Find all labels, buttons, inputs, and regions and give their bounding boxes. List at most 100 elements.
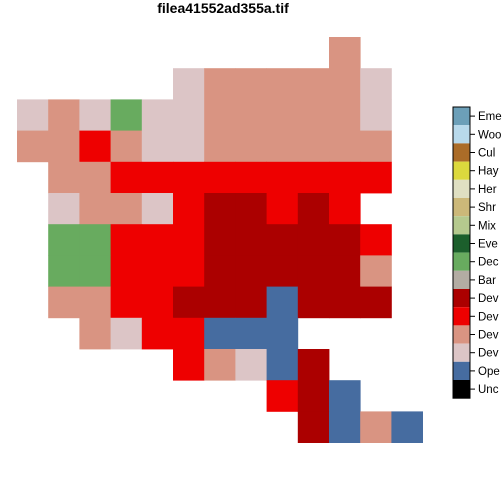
raster-cell	[204, 317, 236, 350]
raster-cell	[235, 68, 267, 100]
raster-cell	[297, 68, 330, 100]
raster-cell	[141, 224, 174, 256]
raster-cell	[204, 161, 236, 194]
raster-cell	[297, 349, 330, 381]
legend-label: Cul	[478, 148, 495, 160]
raster-cell	[235, 99, 267, 131]
legend-swatch	[453, 325, 470, 344]
raster-cell	[204, 286, 236, 319]
raster-cell	[17, 130, 49, 163]
raster-cell	[360, 130, 392, 163]
legend-label: Ope	[478, 366, 500, 378]
raster-cell	[79, 224, 111, 256]
raster-cell	[360, 411, 392, 443]
raster-cell	[110, 99, 143, 131]
legend-label: Eve	[478, 239, 498, 251]
raster-cell	[266, 130, 299, 163]
raster-cell	[360, 255, 392, 287]
raster-cell	[173, 286, 205, 319]
raster-cell	[297, 411, 330, 443]
raster-cell	[329, 380, 361, 412]
legend-label: Dec	[478, 257, 499, 269]
raster-cell	[266, 193, 299, 225]
raster-cell	[297, 255, 330, 287]
raster-cell	[297, 130, 330, 163]
legend-swatch	[453, 107, 470, 126]
raster-cell	[391, 411, 423, 443]
legend: Eme Woo Cul Hay Her Shr Mix Eve Dec Bar Dev Dev Dev D…	[452, 106, 502, 399]
legend-swatch	[453, 307, 470, 326]
raster-cell	[79, 99, 111, 131]
raster-cell	[204, 193, 236, 225]
raster-cell	[297, 99, 330, 131]
raster-cell	[48, 130, 80, 163]
raster-cell	[79, 130, 111, 163]
legend-swatch	[453, 289, 470, 308]
legend-label: Dev	[478, 330, 499, 342]
raster-cell	[329, 286, 361, 319]
raster-cell	[48, 255, 80, 287]
raster-cell	[173, 317, 205, 350]
legend-swatch	[453, 198, 470, 217]
legend-label: Hay	[478, 166, 499, 178]
raster-cell	[141, 255, 174, 287]
legend-label: Shr	[478, 202, 496, 214]
raster-cell	[110, 161, 143, 194]
raster-cell	[79, 317, 111, 350]
raster-cell	[110, 130, 143, 163]
raster-cell	[235, 224, 267, 256]
raster-cell	[297, 380, 330, 412]
legend-swatch	[453, 252, 470, 271]
raster-cell	[235, 161, 267, 194]
legend-swatch	[453, 361, 470, 380]
raster-cell	[266, 99, 299, 131]
raster-cell	[329, 255, 361, 287]
legend-swatch	[453, 161, 470, 180]
raster-cell	[79, 255, 111, 287]
raster-cell	[235, 286, 267, 319]
raster-cell	[235, 317, 267, 350]
raster-cell	[329, 37, 361, 69]
raster-cell	[48, 286, 80, 319]
legend-label: Her	[478, 184, 497, 196]
raster-cell	[266, 68, 299, 100]
raster-cell	[204, 68, 236, 100]
raster-cell	[329, 130, 361, 163]
raster-cell	[360, 68, 392, 100]
raster-cell	[173, 161, 205, 194]
raster-grid	[17, 37, 423, 443]
raster-cell	[173, 68, 205, 100]
raster-cell	[204, 349, 236, 381]
raster-cell	[235, 193, 267, 225]
raster-cell	[141, 130, 174, 163]
raster-cell	[173, 255, 205, 287]
raster-cell	[173, 193, 205, 225]
raster-cell	[266, 380, 299, 412]
raster-cell	[297, 286, 330, 319]
raster-cell	[48, 224, 80, 256]
raster-cell	[173, 349, 205, 381]
raster-cell	[48, 99, 80, 131]
raster-cell	[266, 224, 299, 256]
raster-cell	[329, 193, 361, 225]
legend-label: Woo	[478, 129, 501, 141]
raster-cell	[110, 317, 143, 350]
raster-cell	[204, 255, 236, 287]
legend-label: Dev	[478, 311, 499, 323]
raster-cell	[204, 99, 236, 131]
raster-cell	[360, 161, 392, 194]
legend-swatch	[453, 234, 470, 253]
raster-cell	[141, 317, 174, 350]
raster-cell	[173, 99, 205, 131]
raster-cell	[173, 224, 205, 256]
legend-swatch	[453, 343, 470, 362]
raster-cell	[297, 161, 330, 194]
legend-label: Dev	[478, 348, 499, 360]
raster-cell	[266, 317, 299, 350]
raster-cell	[204, 130, 236, 163]
legend-label: Eme	[478, 111, 502, 123]
raster-cell	[360, 286, 392, 319]
legend-swatch	[453, 143, 470, 162]
